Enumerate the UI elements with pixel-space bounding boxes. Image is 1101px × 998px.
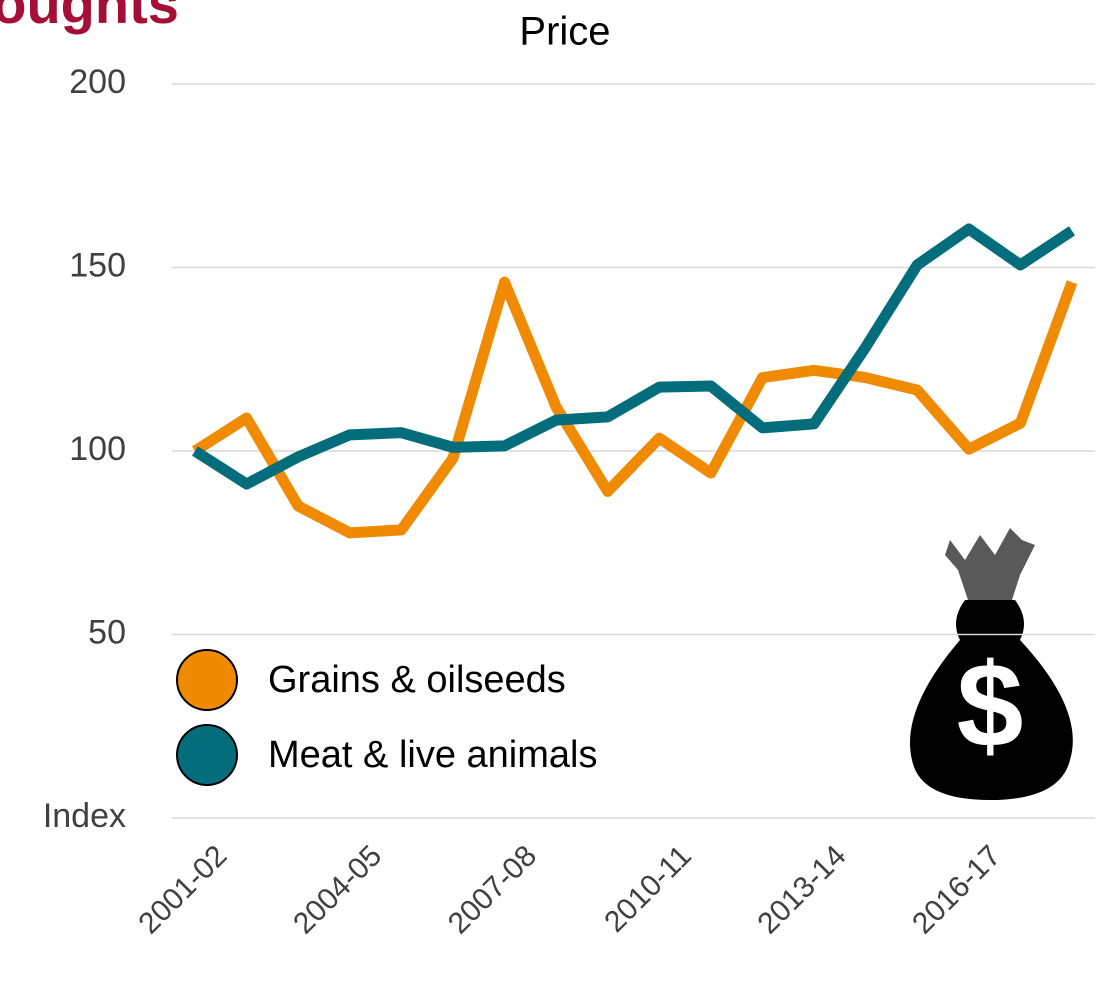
svg-text:$: $ — [957, 639, 1024, 773]
chart-title: Price — [519, 10, 610, 54]
x-tick-label: 2016-17 — [906, 839, 1007, 940]
x-tick-label: 2013-14 — [751, 839, 852, 940]
x-tick-label: 2004-05 — [287, 839, 388, 940]
money-bag-icon: $ — [910, 528, 1073, 800]
x-tick-label: 2007-08 — [442, 839, 543, 940]
y-tick-label: 100 — [69, 430, 126, 468]
heading: Droughts — [0, 0, 179, 35]
line — [192, 223, 1076, 490]
legend-label: Meat & live animals — [268, 734, 597, 776]
x-tick-label: 2001-02 — [132, 839, 233, 940]
y-tick-label: 50 — [88, 613, 126, 651]
y-tick-label: 150 — [69, 246, 126, 284]
y-tick-label: Index — [43, 797, 126, 835]
legend-swatch — [176, 649, 238, 711]
x-tick-label: 2010-11 — [598, 839, 698, 939]
y-tick-label: 200 — [69, 63, 126, 101]
legend-swatch — [176, 724, 238, 786]
legend-label: Grains & oilseeds — [268, 659, 566, 701]
line — [192, 276, 1078, 539]
